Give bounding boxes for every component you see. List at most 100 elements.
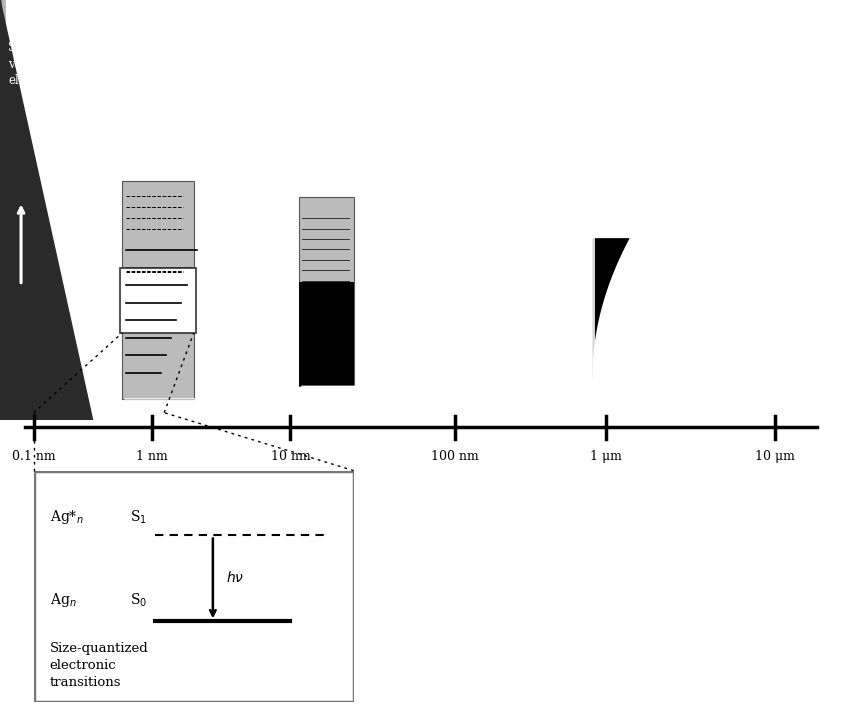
Bar [2, 0, 5, 420]
Bar [3, 0, 6, 420]
Bar [0, 0, 4, 420]
Bar [1, 0, 5, 420]
Bar [3, 0, 6, 420]
Bar [3, 0, 6, 420]
Bar [0, 0, 4, 420]
Bar [2, 0, 6, 420]
Bar [2, 0, 5, 420]
Bar [1, 0, 4, 420]
Bar [2, 0, 5, 420]
Bar [3, 0, 6, 420]
Bar [2, 0, 6, 420]
Bar [3, 0, 7, 420]
Bar [1, 0, 4, 420]
Bar [2, 0, 6, 420]
Bar [0, 0, 4, 420]
Bar [2, 0, 5, 420]
Bar [0, 0, 4, 420]
Bar [3, 0, 7, 420]
Bar [2, 0, 5, 420]
Bar [0, 0, 3, 420]
Bar [1, 0, 4, 420]
Bar [1, 0, 5, 420]
Bar [3, 0, 7, 420]
Bar [3, 0, 6, 420]
Bar [2, 0, 5, 420]
Bar [3, 0, 7, 420]
Bar [3, 0, 6, 420]
Bar [0, 0, 4, 420]
Bar [0, 0, 3, 420]
Bar [3, 0, 7, 420]
Bar [0, 0, 4, 420]
Bar [2, 0, 5, 420]
Bar [3, 0, 6, 420]
Bar [1, 0, 5, 420]
Bar [3, 0, 7, 420]
Bar [2, 0, 5, 420]
Bar [3, 0, 6, 420]
Bar [2, 0, 5, 420]
Bar [1, 0, 4, 420]
Bar [0, 0, 4, 420]
Bar [2, 0, 6, 420]
Bar [1, 0, 4, 420]
Bar [1, 0, 4, 420]
Bar [0, 0, 4, 420]
Bar [0, 0, 3, 420]
Bar [3, 0, 6, 420]
Bar [2, 0, 5, 420]
Bar [1, 0, 4, 420]
Bar [0, 0, 3, 420]
Bar [1, 0, 4, 420]
Bar [3, 0, 7, 420]
Bar [1, 0, 5, 420]
Text: Energy: Energy [274, 275, 282, 308]
Bar [2, 0, 5, 420]
Bar [1, 0, 4, 420]
Text: Ag*$_n$: Ag*$_n$ [50, 508, 83, 526]
Bar [1, 0, 4, 420]
Bar [1, 0, 4, 420]
Bar [2, 0, 5, 420]
Bar [3, 0, 6, 420]
Bar [1, 0, 4, 420]
Bar [1, 0, 4, 420]
Bar [2, 0, 5, 420]
Bar [0, 0, 4, 420]
Bar [0, 0, 3, 420]
Bar [3, 0, 6, 420]
Bar [0, 0, 4, 420]
Text: Bulk Metal
Freely moving
electrons: Bulk Metal Freely moving electrons [577, 9, 663, 54]
Bar [2, 0, 5, 420]
Bar [2, 0, 6, 420]
Bar [0, 0, 4, 420]
Bar [2, 0, 5, 420]
Bar [3, 0, 6, 420]
Bar [2, 0, 5, 420]
Bar [1, 0, 4, 420]
Bar [2, 0, 6, 420]
Bar [2, 0, 6, 420]
Bar [0, 0, 4, 420]
Bar [1, 0, 4, 420]
Bar [1, 0, 5, 420]
Bar [1, 0, 4, 420]
Text: Ag$_n$: Ag$_n$ [50, 592, 77, 610]
Bar [0, 0, 4, 420]
Text: DOS: DOS [618, 403, 641, 412]
Bar [0, 0, 4, 420]
Bar [1, 0, 4, 420]
Bar [1, 0, 4, 420]
Bar [0, 0, 3, 420]
Bar [2, 0, 5, 420]
Bar [2, 0, 5, 420]
Bar [1, 0, 4, 420]
Bar [2, 0, 5, 420]
Bar [3, 0, 6, 420]
Bar [2, 0, 6, 420]
Bar [3, 0, 7, 420]
Bar [1, 0, 4, 420]
Bar [1, 0, 4, 420]
Bar [0, 0, 4, 420]
